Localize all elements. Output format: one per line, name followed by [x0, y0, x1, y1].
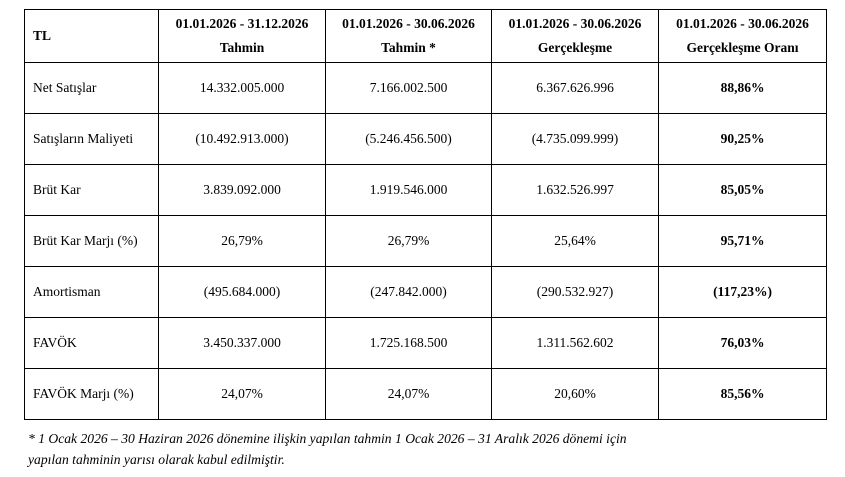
table-row: Amortisman (495.684.000) (247.842.000) (… [24, 266, 827, 318]
currency-label: TL [24, 9, 159, 63]
forecast-half-cell: (5.246.456.500) [325, 113, 492, 165]
rate-cell: 85,56% [658, 368, 827, 420]
forecast-year-cell: 24,07% [158, 368, 326, 420]
column-title: Gerçekleşme Oranı [686, 40, 799, 55]
forecast-year-cell: 26,79% [158, 215, 326, 267]
forecast-year-cell: 14.332.005.000 [158, 62, 326, 114]
row-label: Satışların Maliyeti [24, 113, 159, 165]
forecast-half-cell: 26,79% [325, 215, 492, 267]
footnote: * 1 Ocak 2026 – 30 Haziran 2026 dönemine… [28, 428, 828, 470]
rate-cell: 88,86% [658, 62, 827, 114]
column-period: 01.01.2026 - 30.06.2026 [342, 16, 475, 31]
forecast-half-cell: 7.166.002.500 [325, 62, 492, 114]
column-header-forecast-year: 01.01.2026 - 31.12.2026 Tahmin [158, 9, 326, 63]
actual-cell: (290.532.927) [491, 266, 659, 318]
column-header-forecast-half: 01.01.2026 - 30.06.2026 Tahmin * [325, 9, 492, 63]
column-header-actual: 01.01.2026 - 30.06.2026 Gerçekleşme [491, 9, 659, 63]
forecast-half-cell: 1.919.546.000 [325, 164, 492, 216]
table-row: Net Satışlar 14.332.005.000 7.166.002.50… [24, 62, 827, 114]
column-title: Tahmin [219, 40, 265, 55]
column-period: 01.01.2026 - 31.12.2026 [175, 16, 309, 31]
actual-cell: 1.632.526.997 [491, 164, 659, 216]
actual-cell: (4.735.099.999) [491, 113, 659, 165]
row-label: Amortisman [24, 266, 159, 318]
row-label: Brüt Kar [24, 164, 159, 216]
rate-cell: (117,23%) [658, 266, 827, 318]
rate-cell: 85,05% [658, 164, 827, 216]
row-label: FAVÖK Marjı (%) [24, 368, 159, 420]
column-title: Tahmin * [381, 40, 436, 55]
table-row: Brüt Kar 3.839.092.000 1.919.546.000 1.6… [24, 164, 827, 216]
table-row: Brüt Kar Marjı (%) 26,79% 26,79% 25,64% … [24, 215, 827, 267]
column-period: 01.01.2026 - 30.06.2026 [676, 16, 809, 31]
row-label: Net Satışlar [24, 62, 159, 114]
forecast-year-cell: 3.839.092.000 [158, 164, 326, 216]
actual-cell: 6.367.626.996 [491, 62, 659, 114]
rate-cell: 90,25% [658, 113, 827, 165]
forecast-year-cell: (495.684.000) [158, 266, 326, 318]
forecast-year-cell: 3.450.337.000 [158, 317, 326, 369]
forecast-year-cell: (10.492.913.000) [158, 113, 326, 165]
forecast-half-cell: 24,07% [325, 368, 492, 420]
table-row: FAVÖK Marjı (%) 24,07% 24,07% 20,60% 85,… [24, 368, 827, 420]
financial-table: TL 01.01.2026 - 31.12.2026 Tahmin 01.01.… [24, 9, 827, 420]
column-header-realization-rate: 01.01.2026 - 30.06.2026 Gerçekleşme Oran… [658, 9, 827, 63]
rate-cell: 76,03% [658, 317, 827, 369]
actual-cell: 20,60% [491, 368, 659, 420]
column-title: Gerçekleşme [537, 40, 613, 55]
table-row: Satışların Maliyeti (10.492.913.000) (5.… [24, 113, 827, 165]
forecast-half-cell: (247.842.000) [325, 266, 492, 318]
column-period: 01.01.2026 - 30.06.2026 [508, 16, 642, 31]
actual-cell: 1.311.562.602 [491, 317, 659, 369]
footnote-line: * 1 Ocak 2026 – 30 Haziran 2026 dönemine… [28, 431, 627, 446]
row-label: Brüt Kar Marjı (%) [24, 215, 159, 267]
forecast-half-cell: 1.725.168.500 [325, 317, 492, 369]
actual-cell: 25,64% [491, 215, 659, 267]
footnote-line: yapılan tahminin yarısı olarak kabul edi… [28, 452, 285, 467]
table-row: FAVÖK 3.450.337.000 1.725.168.500 1.311.… [24, 317, 827, 369]
row-label: FAVÖK [24, 317, 159, 369]
rate-cell: 95,71% [658, 215, 827, 267]
table-header-row: TL 01.01.2026 - 31.12.2026 Tahmin 01.01.… [24, 9, 827, 63]
